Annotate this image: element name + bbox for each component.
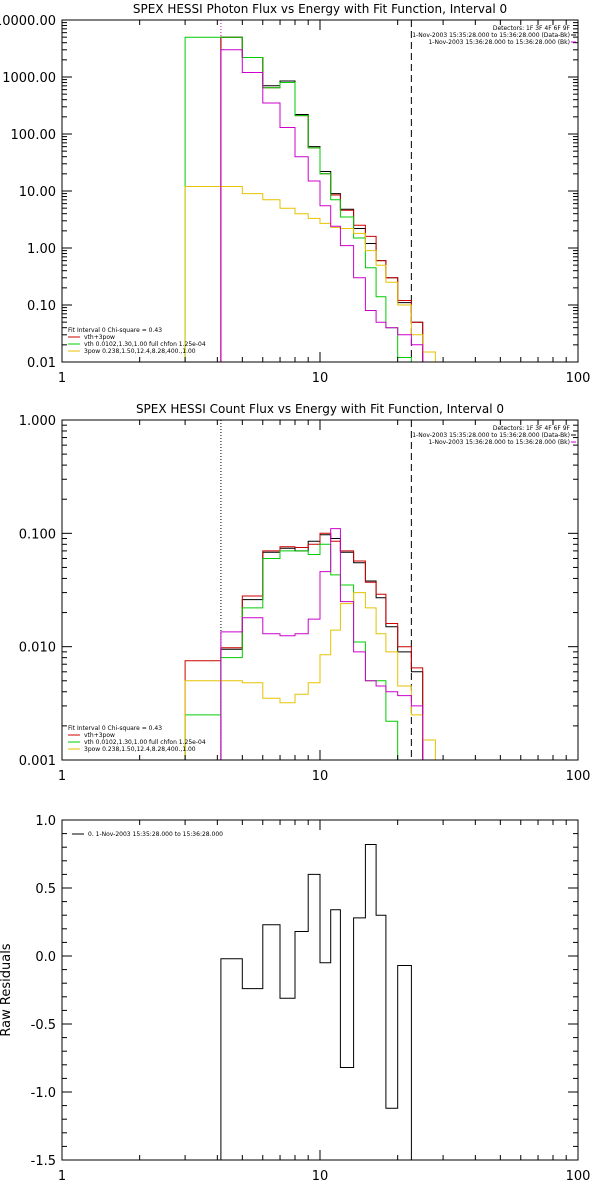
info-text-line: Detectors: 1F 3F 4F 6F 9F [493,25,571,32]
plot-panel-3: Raw Residuals 1 10 100 -1.5 -1.0 -0.5 0.0 0.5 1.0… [0,814,590,1184]
chart-title: SPEX HESSI Photon Flux vs Energy with Fi… [133,2,507,16]
y-tick-label: 0.10 [27,299,56,314]
y-tick-label: 10.00 [19,185,56,200]
legend-label: vth 0.0102,1.30,1.00 full chfon 1.25e-04 [84,341,206,348]
y-tick-label: 0.001 [19,754,56,769]
plot-panel-1: SPEX HESSI Photon Flux vs Energy with Fi… [0,2,590,386]
y-tick-label: -1.0 [31,1086,56,1101]
series-line-4 [184,592,444,760]
info-text-line: 1-Nov-2003 15:35:28.000 to 15:36:28.000 … [412,32,570,39]
y-tick-label: 0.010 [19,641,56,656]
series-line-1 [220,844,412,1160]
y-tick-label: 1.0 [35,814,56,829]
y-tick-label: 0.100 [19,527,56,542]
y-tick-label: 1.000 [19,414,56,429]
series-line-1 [220,36,424,362]
y-tick-label: -0.5 [31,1018,56,1033]
fit-info-text: Fit Interval 0 Chi-square = 0.43 [68,725,162,732]
y-tick-label: 100.00 [11,128,57,143]
x-tick-label: 10 [312,371,329,386]
y-tick-label: 1000.00 [2,71,56,86]
chart-title: SPEX HESSI Count Flux vs Energy with Fit… [136,402,504,416]
legend-label: vth+3pow [84,732,115,739]
x-tick-label: 100 [566,371,591,386]
info-text-line: 1-Nov-2003 15:36:28.000 to 15:36:28.000 … [428,439,570,446]
legend-label: 3pow 0.238,1.50,12.4,8.28,400.,1.00 [84,348,196,355]
y-tick-label: 0.0 [35,950,56,965]
x-tick-label: 10 [312,769,329,784]
plot-panel-2: SPEX HESSI Count Flux vs Energy with Fit… [19,402,591,784]
legend-label: 3pow 0.238,1.50,12.4,8.28,400.,1.00 [84,746,196,753]
series-line-1 [220,534,424,760]
x-tick-label: 1 [58,371,66,386]
y-tick-label: 0.01 [27,356,56,371]
y-tick-label: 1.00 [27,242,56,257]
x-tick-label: 1 [58,1169,66,1184]
y-tick-label: 0.5 [35,882,56,897]
series-line-5 [220,528,424,760]
series-line-2 [220,36,424,362]
x-tick-label: 100 [566,769,591,784]
x-tick-label: 100 [566,1169,591,1184]
info-text-line: 1-Nov-2003 15:36:28.000 to 15:36:28.000 … [428,39,570,46]
x-tick-label: 10 [312,1169,329,1184]
legend-label: vth 0.0102,1.30,1.00 full chfon 1.25e-04 [84,739,206,746]
y-tick-label: -1.5 [31,1154,56,1169]
series-line-5 [220,49,424,362]
x-tick-label: 1 [58,769,66,784]
plot-frame [61,819,579,1161]
legend-label: vth+3pow [84,334,115,341]
fit-info-text: Fit Interval 0 Chi-square = 0.43 [68,327,162,334]
y-tick-label: 10000.00 [0,14,56,29]
legend-label: 0. 1-Nov-2003 15:35:28.000 to 15:36:28.0… [88,831,223,838]
y-axis-label: Raw Residuals [0,943,14,1036]
info-text-line: 1-Nov-2003 15:35:28.000 to 15:36:28.000 … [412,432,570,439]
info-text-line: Detectors: 1F 3F 4F 6F 9F [493,425,571,432]
